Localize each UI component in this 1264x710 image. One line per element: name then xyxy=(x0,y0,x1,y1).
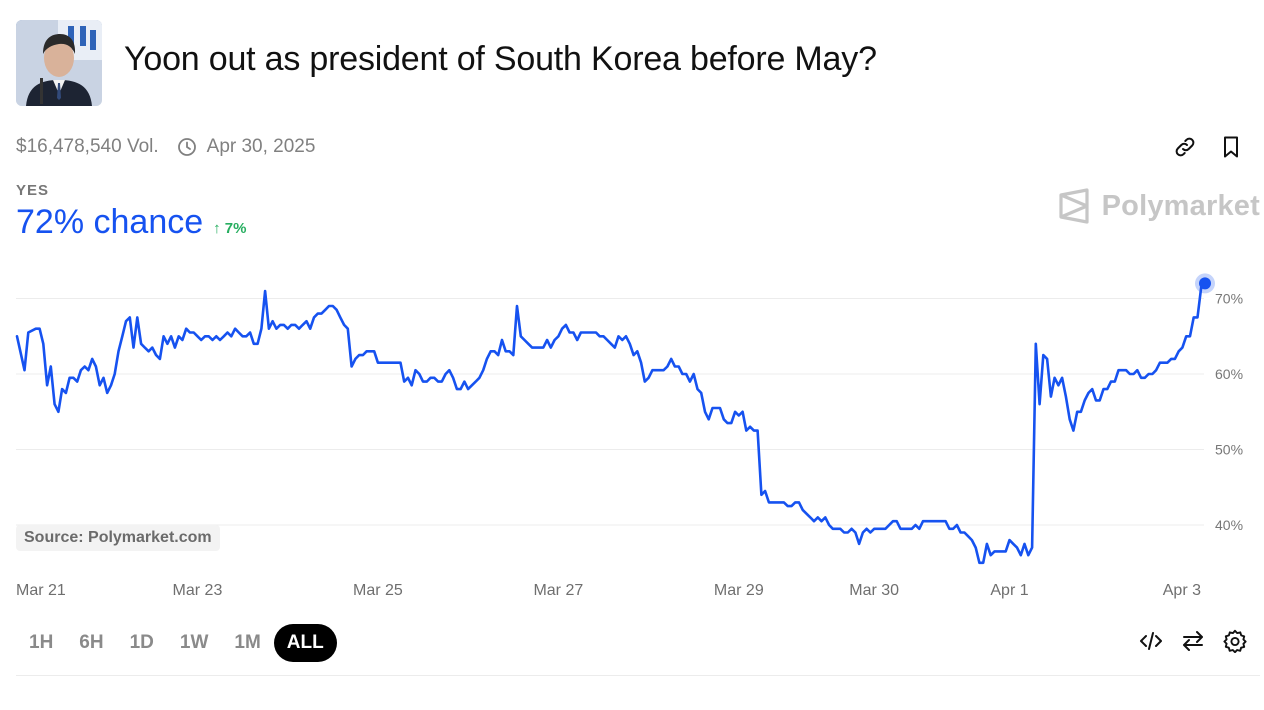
chance-row: 72% chance ↑ 7% xyxy=(16,203,247,242)
price-chart[interactable]: 40% 50% 60% 70% Mar 21 Mar 23 Mar 25 Mar 27 Mar … xyxy=(0,240,1264,610)
x-tick-label: Mar 21 xyxy=(16,582,66,599)
link-icon xyxy=(1175,137,1195,157)
range-6h[interactable]: 6H xyxy=(79,632,104,653)
range-1m[interactable]: 1M xyxy=(234,632,261,653)
price-line xyxy=(15,282,1207,565)
volume-text: $16,478,540 Vol. xyxy=(16,136,159,157)
chance-value: 72% chance xyxy=(16,203,204,241)
x-tick-label: Apr 1 xyxy=(990,582,1028,599)
range-1h[interactable]: 1H xyxy=(29,632,54,653)
range-1w[interactable]: 1W xyxy=(179,632,209,653)
y-tick-label: 60% xyxy=(1215,366,1243,382)
x-tick-label: Apr 3 xyxy=(1163,582,1201,599)
y-tick-label: 50% xyxy=(1215,442,1243,458)
clock-icon xyxy=(177,137,197,157)
swap-arrows-icon xyxy=(1183,631,1203,651)
range-1d[interactable]: 1D xyxy=(129,632,154,653)
top-toolbar xyxy=(1172,134,1244,160)
current-point-marker[interactable] xyxy=(1199,277,1211,290)
y-tick-label: 70% xyxy=(1215,291,1243,307)
x-tick-label: Mar 29 xyxy=(714,582,764,599)
polymarket-logo-text: Polymarket xyxy=(1101,189,1260,222)
market-meta: $16,478,540 Vol. Apr 30, 2025 xyxy=(16,136,315,158)
bottom-divider xyxy=(16,675,1260,676)
x-tick-label: Mar 23 xyxy=(173,582,223,599)
change-badge: ↑ 7% xyxy=(213,220,247,237)
embed-button[interactable] xyxy=(1138,628,1164,654)
bookmark-button[interactable] xyxy=(1218,134,1244,160)
time-range-selector: 1H 6H 1D 1W 1M ALL xyxy=(16,624,337,662)
copy-link-button[interactable] xyxy=(1172,134,1198,160)
range-all[interactable]: ALL xyxy=(273,624,337,662)
swap-outcome-button[interactable] xyxy=(1180,628,1206,654)
y-tick-label: 40% xyxy=(1215,517,1243,533)
x-tick-label: Mar 27 xyxy=(533,582,583,599)
market-thumbnail[interactable] xyxy=(16,20,102,106)
polymarket-logo: Polymarket xyxy=(1058,188,1260,224)
polymarket-logo-icon xyxy=(1059,188,1089,224)
source-label: Source: Polymarket.com xyxy=(16,525,220,551)
market-title: Yoon out as president of South Korea bef… xyxy=(124,40,877,78)
code-icon xyxy=(1140,632,1162,650)
x-tick-label: Mar 30 xyxy=(849,582,899,599)
gear-icon xyxy=(1223,629,1247,653)
chart-toolbar xyxy=(1138,628,1248,654)
outcome-label: YES xyxy=(16,182,50,199)
bookmark-icon xyxy=(1224,136,1238,158)
x-tick-label: Mar 25 xyxy=(353,582,403,599)
portrait-image xyxy=(16,20,102,106)
end-date-text: Apr 30, 2025 xyxy=(206,136,316,157)
chart-settings-button[interactable] xyxy=(1222,628,1248,654)
